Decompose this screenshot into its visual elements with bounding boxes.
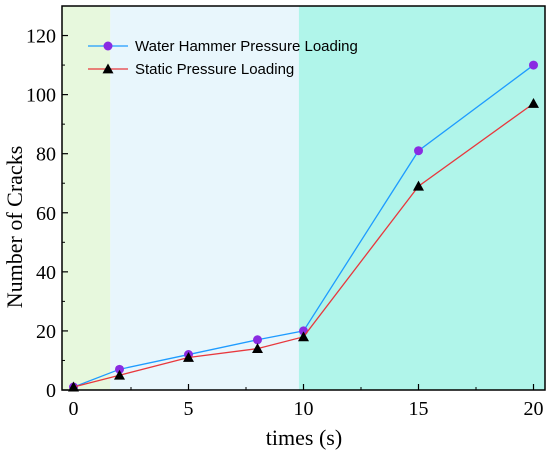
legend-label: Static Pressure Loading: [135, 61, 294, 78]
x-tick-label: 0: [69, 398, 79, 420]
legend-swatch-marker: [103, 41, 113, 51]
x-axis-title: times (s): [266, 425, 342, 450]
legend-swatch-marker: [102, 63, 114, 74]
series-2-point: [528, 97, 539, 108]
y-tick-label: 0: [46, 380, 56, 402]
legend-entry-1: Water Hammer Pressure Loading: [88, 38, 358, 55]
series-1-point: [414, 146, 423, 156]
series-1-point: [253, 335, 262, 345]
series-2-point: [413, 180, 424, 191]
legend: Water Hammer Pressure Loading Static Pres…: [88, 38, 358, 78]
background-band-3: [298, 6, 545, 390]
legend-label: Water Hammer Pressure Loading: [135, 38, 358, 55]
series-2-point: [114, 369, 125, 380]
y-tick-label: 100: [26, 85, 56, 107]
y-axis-title: Number of Cracks: [2, 146, 27, 309]
series-2-point: [183, 352, 194, 362]
y-tick-label: 120: [26, 26, 56, 48]
y-tick-label: 80: [36, 144, 56, 166]
x-tick-label: 15: [409, 398, 429, 420]
background-band-1: [62, 6, 111, 390]
series-1-point: [529, 60, 538, 70]
y-tick-label: 40: [36, 262, 56, 284]
x-tick-label: 20: [524, 398, 544, 420]
legend-entry-2: Static Pressure Loading: [88, 61, 294, 78]
series-2-point: [298, 331, 309, 342]
series-1-point: [115, 364, 124, 374]
y-tick-label: 60: [36, 203, 56, 225]
x-tick-label: 5: [184, 398, 194, 420]
background-bands: [62, 6, 545, 390]
series-2-point: [252, 343, 263, 354]
x-tick-label: 10: [294, 398, 314, 420]
background-band-2: [110, 6, 299, 390]
y-tick-label: 20: [36, 321, 56, 343]
axes: 0 5 10 15 20 0 20 40 60 80 100 120: [26, 5, 546, 420]
